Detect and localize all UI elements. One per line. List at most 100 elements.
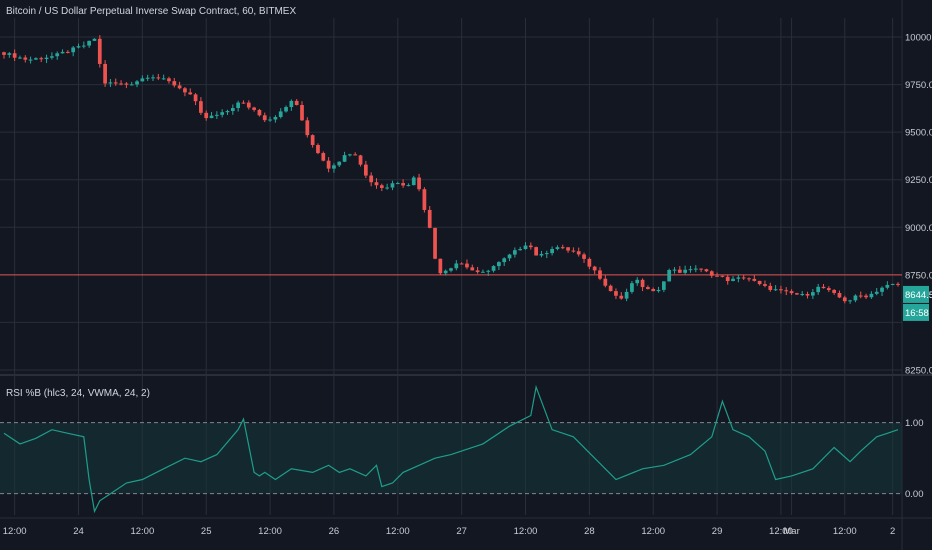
candle-body [672,269,677,271]
candle-body [140,78,145,82]
candle-body [491,266,496,271]
candle-body [741,277,746,279]
candle-body [582,254,586,259]
candle-body [688,269,693,271]
candle-body [108,82,113,84]
candle-body [113,82,118,84]
candle-body [805,294,810,296]
candle-body [896,283,900,285]
candle-body [44,57,49,60]
candle-body [550,248,554,254]
candle-body [651,288,656,292]
candle-body [305,120,310,136]
candle-body [858,295,863,297]
candle-body [566,247,570,251]
candle-body [193,94,198,102]
candle-body [103,63,107,84]
candle-body [709,271,714,276]
rsi-percent-b-series[interactable] [0,384,902,514]
candle-body [246,102,251,108]
rsi-percent-b-line [3,384,899,514]
x-tick-label: 12:00 [833,526,857,537]
candle-body [486,270,491,272]
candle-body [661,281,666,290]
candle-body [417,177,421,190]
candle-body [715,275,719,277]
candle-body [512,250,517,255]
candle-body [23,57,28,60]
y-tick-label: 9500.0 [905,128,932,139]
candle-body [262,115,267,121]
candle-body [50,56,54,58]
candle-body [816,286,821,293]
last-price-badge [903,285,929,303]
candle-body [518,249,523,251]
candle-body [459,263,464,265]
candle-body [427,209,432,228]
candle-body [289,100,294,108]
band-fill [0,422,902,494]
candle-body [220,112,225,115]
candle-body [481,271,485,273]
candle-body [576,251,581,255]
candle-body [257,109,262,116]
candle-body [294,100,299,106]
candle-body [316,144,320,154]
candle-body [60,51,65,54]
candle-body [832,290,837,293]
candle-body [300,105,304,121]
candle-body [188,92,193,95]
candle-body [411,177,416,186]
candle-body [497,262,501,267]
candle-body [156,77,161,79]
candle-body [523,245,528,250]
candle-body [603,278,608,286]
indicator-y-tick-label: 1.00 [905,418,924,429]
candle-body [560,247,565,249]
candle-body [837,292,842,298]
candle-body [236,102,241,109]
candle-body [763,284,767,286]
candle-body [470,267,475,271]
candle-body [773,289,778,291]
candle-body [2,52,6,55]
candle-body [379,185,384,188]
candle-body [12,53,17,58]
candle-body [278,111,283,117]
x-tick-label: 12:00 [514,526,538,537]
countdown-badge [903,303,929,321]
candle-body [624,291,629,299]
candle-body [273,116,278,120]
candle-body [528,245,533,248]
countdown-text: 16:58 [905,308,929,319]
x-tick-label: 12:00 [130,526,154,537]
candle-body [731,278,735,282]
candlestick-series[interactable] [2,35,900,304]
x-tick-label: 25 [201,526,212,537]
candle-body [284,107,288,112]
candle-body [656,289,661,292]
candle-body [619,295,624,299]
candle-body [151,77,155,79]
candle-body [810,292,815,296]
x-tick-label: 12:00 [3,526,27,537]
candle-body [555,247,560,249]
candle-body [534,247,539,256]
candle-body [544,253,549,255]
candle-body [752,278,757,281]
candle-body [433,227,437,259]
candle-body [135,81,139,85]
candle-body [747,278,751,280]
candle-body [826,288,831,291]
candle-body [401,183,405,186]
candle-body [7,53,12,55]
candle-body [65,51,70,53]
candle-body [225,111,230,113]
x-tick-label: 12:00 [641,526,665,537]
y-tick-label: 9000.0 [905,223,932,234]
candle-body [646,287,650,289]
y-tick-label: 8750.0 [905,270,932,281]
candle-body [321,153,326,161]
candle-body [369,175,374,183]
